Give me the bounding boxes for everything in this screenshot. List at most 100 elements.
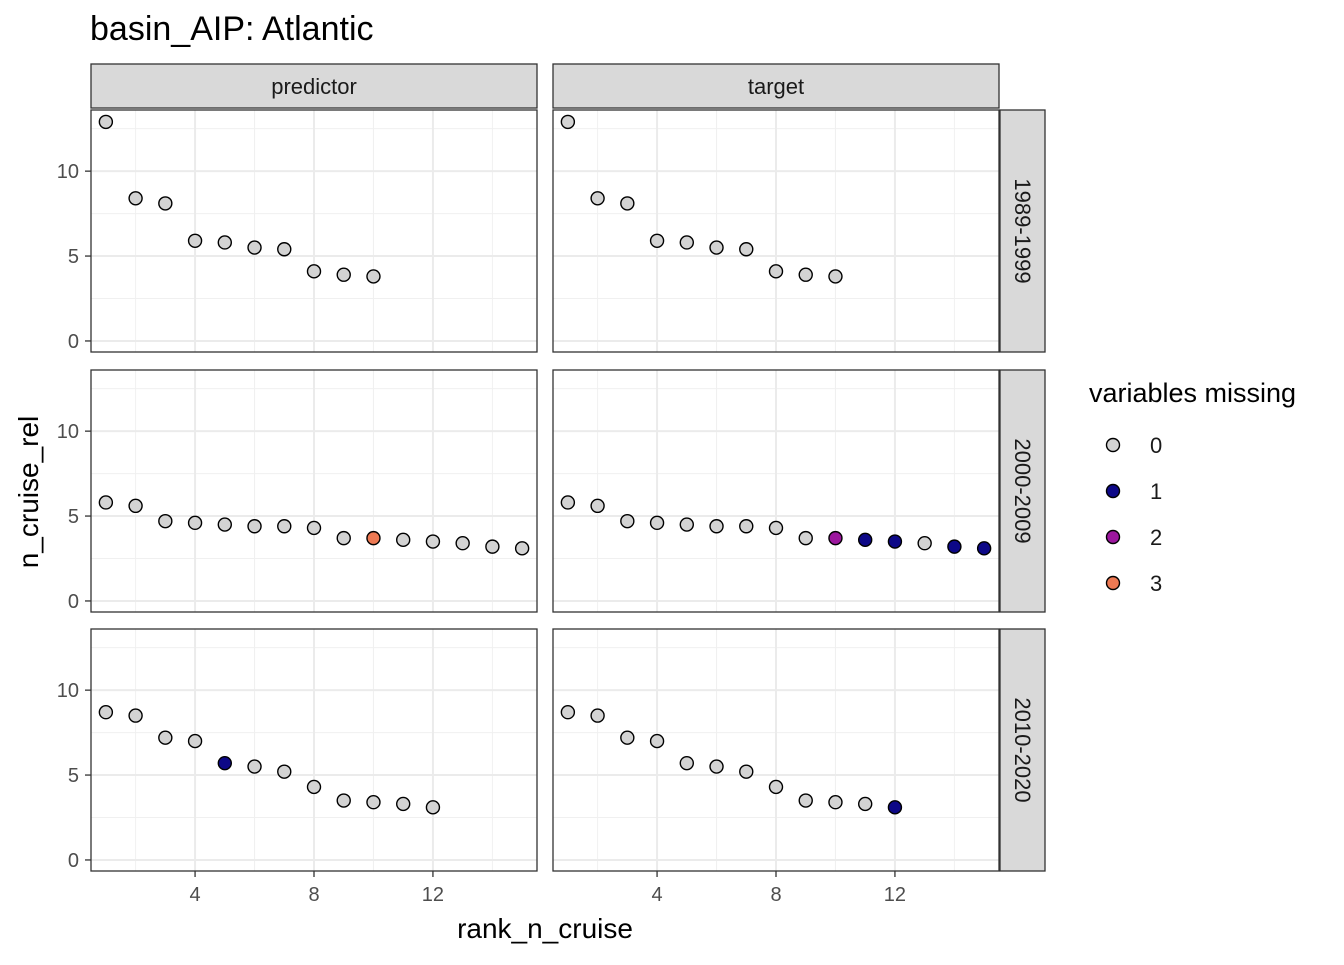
data-point — [858, 532, 873, 548]
data-point — [514, 541, 530, 556]
data-point — [158, 196, 173, 211]
strip-background — [999, 109, 1046, 353]
facet-strip-row: 2000-2009 — [999, 369, 1046, 613]
data-point — [739, 764, 754, 779]
strip-background — [90, 63, 538, 109]
legend-entry: 1 — [1105, 479, 1162, 504]
data-point — [98, 114, 114, 130]
strip-background — [999, 369, 1046, 613]
data-point — [396, 532, 411, 548]
data-point — [128, 498, 143, 514]
data-point — [128, 191, 143, 206]
legend-key — [1105, 483, 1121, 499]
y-tick-label: 5 — [68, 506, 79, 528]
data-point — [306, 520, 322, 536]
data-point — [366, 269, 381, 284]
x-tick-label: 12 — [884, 884, 906, 906]
data-point — [366, 795, 381, 810]
panel-border — [552, 369, 1000, 613]
data-point — [217, 755, 233, 771]
data-point — [590, 191, 605, 206]
data-point — [158, 730, 173, 745]
strip-background — [552, 63, 1000, 109]
strip-label: predictor — [271, 74, 357, 99]
data-point — [798, 530, 813, 546]
data-point — [768, 779, 784, 795]
facet-panel — [552, 369, 1000, 613]
data-point — [649, 515, 665, 531]
data-point — [485, 539, 500, 554]
data-point — [158, 513, 173, 529]
chart-title: basin_AIP: Atlantic — [90, 10, 374, 48]
panel-border — [552, 109, 1000, 353]
facet-strip-column: target — [552, 63, 1000, 109]
data-point — [247, 240, 262, 255]
data-point — [247, 759, 262, 774]
data-point — [858, 796, 873, 812]
panel-border — [90, 369, 538, 613]
data-point — [187, 515, 203, 531]
data-point — [306, 264, 322, 279]
data-point — [247, 519, 262, 534]
strip-label: target — [748, 74, 804, 99]
data-point — [590, 498, 605, 514]
data-point — [739, 242, 754, 257]
data-point — [917, 536, 932, 551]
data-point — [336, 793, 351, 808]
data-point — [887, 534, 903, 549]
data-point — [336, 267, 351, 282]
data-point — [768, 520, 784, 536]
panel-border — [90, 109, 538, 353]
facet-panel: 0 5 10 — [57, 369, 538, 613]
legend-key — [1105, 575, 1121, 591]
strip-label: 2010-2020 — [1010, 697, 1035, 802]
data-point — [425, 800, 441, 815]
facet-panels: predictor target 1989-1999 2000-2009 2010-20… — [57, 63, 1046, 906]
x-tick-label: 4 — [652, 884, 663, 906]
data-point — [425, 534, 441, 549]
x-axis-label: rank_n_cruise — [457, 913, 633, 944]
facet-panel: 0 5 10 4 8 12 — [57, 628, 538, 906]
data-point — [217, 235, 233, 250]
data-point — [366, 530, 381, 546]
legend-label: 0 — [1150, 433, 1162, 458]
data-point — [649, 233, 665, 248]
legend-title: variables missing — [1089, 378, 1296, 408]
data-point — [277, 764, 292, 779]
data-point — [828, 269, 843, 284]
data-point — [128, 708, 143, 723]
y-axis-label: n_cruise_rel — [13, 416, 44, 569]
y-tick-label: 0 — [68, 850, 79, 872]
y-tick-label: 5 — [68, 765, 79, 787]
data-point — [620, 730, 635, 745]
facet-strip-column: predictor — [90, 63, 538, 109]
data-point — [277, 242, 292, 257]
data-point — [679, 517, 694, 532]
data-point — [798, 267, 813, 282]
strip-background — [999, 628, 1046, 872]
data-point — [709, 759, 724, 774]
strip-label: 1989-1999 — [1010, 178, 1035, 283]
data-point — [798, 793, 813, 808]
data-point — [590, 708, 605, 723]
legend-entry: 3 — [1105, 571, 1162, 596]
legend-label: 1 — [1150, 479, 1162, 504]
data-point — [887, 800, 903, 815]
data-point — [649, 733, 665, 749]
y-tick-label: 10 — [57, 680, 79, 702]
data-point — [828, 795, 843, 810]
legend-key — [1105, 437, 1121, 453]
data-point — [828, 530, 843, 546]
data-point — [709, 240, 724, 255]
data-point — [455, 536, 470, 551]
x-tick-label: 4 — [190, 884, 201, 906]
y-tick-label: 10 — [57, 421, 79, 443]
data-point — [679, 235, 694, 250]
data-point — [560, 495, 576, 510]
data-point — [679, 755, 694, 771]
data-point — [98, 495, 114, 510]
x-tick-label: 8 — [308, 884, 319, 906]
legend: variables missing 0 1 2 3 — [1089, 378, 1296, 596]
data-point — [947, 539, 962, 554]
